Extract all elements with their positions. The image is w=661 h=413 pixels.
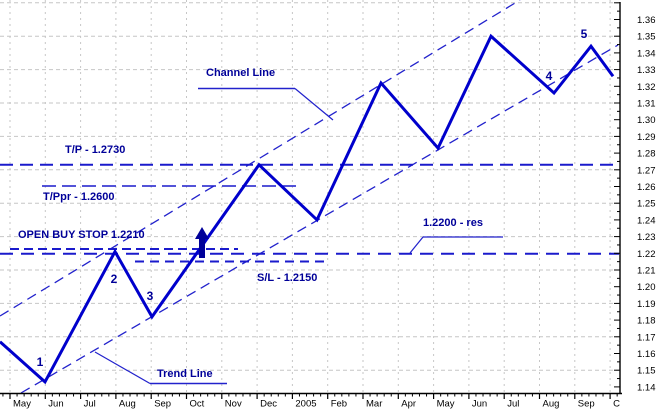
x-axis-label: Aug	[543, 399, 560, 410]
y-axis-label: 1.19	[637, 299, 656, 310]
wave-label-3: 3	[147, 289, 154, 303]
x-axis-label: Aug	[119, 399, 136, 410]
x-axis-label: C	[613, 399, 620, 410]
x-axis-label: Jul	[84, 399, 96, 410]
x-axis-label: Dec	[260, 399, 277, 410]
x-axis-label: May	[13, 399, 31, 410]
wave-label-1: 1	[37, 355, 44, 369]
y-axis-label: 1.30	[637, 115, 656, 126]
y-axis-label: 1.24	[637, 215, 656, 226]
y-axis-label: 1.34	[637, 48, 656, 59]
x-axis-label: Apr	[401, 399, 416, 410]
x-axis-label: Mar	[366, 399, 382, 410]
y-axis-labels: 1.36 1.35 1.34 1.33 1.32 1.31 1.30 1.29 1.28 1.27…	[637, 15, 656, 393]
y-axis-label: 1.18	[637, 316, 656, 327]
y-axis-label: 1.31	[637, 99, 656, 110]
y-axis-label: 1.36	[637, 15, 656, 26]
x-axis-labels: May Jun Jul Aug Sep Oct Nov Dec 2005 Feb Mar Apr May…	[13, 399, 620, 410]
x-axis-label: Jun	[48, 399, 63, 410]
y-axis-label: 1.29	[637, 132, 656, 143]
y-axis-label: 1.26	[637, 182, 656, 193]
x-axis-label: Sep	[578, 399, 595, 410]
x-axis-label: Jul	[507, 399, 519, 410]
x-axis-ticks	[2, 393, 618, 399]
y-axis-label: 1.25	[637, 199, 656, 210]
y-axis-ticks	[614, 2, 620, 388]
y-axis-label: 1.33	[637, 65, 656, 76]
y-axis-label: 1.17	[637, 332, 656, 343]
y-axis-label: 1.15	[637, 366, 656, 377]
level-label-stop-loss: S/L - 1.2150	[257, 272, 317, 284]
price-line	[0, 33, 615, 385]
trend-line	[20, 44, 619, 394]
channel-line	[0, 0, 521, 317]
level-label-take-profit: T/P - 1.2730	[65, 144, 125, 156]
level-label-resistance: 1.2200 - res	[423, 217, 483, 229]
y-axis-label: 1.23	[637, 232, 656, 243]
wave-label-2: 2	[111, 272, 118, 286]
level-label-tp-partial: T/Ppr - 1.2600	[43, 191, 115, 203]
wave-label-4: 4	[546, 69, 553, 83]
buy-arrow-icon	[195, 227, 209, 258]
y-axis-label: 1.22	[637, 249, 656, 260]
x-axis-label: 2005	[295, 399, 316, 410]
y-axis-label: 1.35	[637, 32, 656, 43]
x-axis-label: Sep	[154, 399, 171, 410]
y-axis-label: 1.16	[637, 349, 656, 360]
y-axis-label: 1.32	[637, 82, 656, 93]
y-axis-label: 1.27	[637, 165, 656, 176]
y-axis-label: 1.14	[637, 382, 656, 393]
x-axis-label: May	[437, 399, 455, 410]
x-axis-label: Jun	[472, 399, 487, 410]
y-axis-label: 1.20	[637, 282, 656, 293]
trend-line-label-pointer	[94, 351, 151, 385]
x-axis-label: Nov	[225, 399, 242, 410]
x-axis-label: Feb	[331, 399, 347, 410]
y-axis-label: 1.21	[637, 266, 656, 277]
channel-line-label-pointer	[294, 88, 334, 121]
channel-line-label: Channel Line	[206, 67, 275, 79]
resistance-pointer-line	[409, 236, 424, 254]
y-axis-label: 1.28	[637, 149, 656, 160]
wave-label-5: 5	[581, 27, 588, 41]
grid	[0, 0, 619, 394]
trend-line-label: Trend Line	[157, 368, 213, 380]
level-label-open-buy-stop: OPEN BUY STOP 1.2210	[18, 229, 145, 241]
x-axis-label: Oct	[190, 399, 205, 410]
